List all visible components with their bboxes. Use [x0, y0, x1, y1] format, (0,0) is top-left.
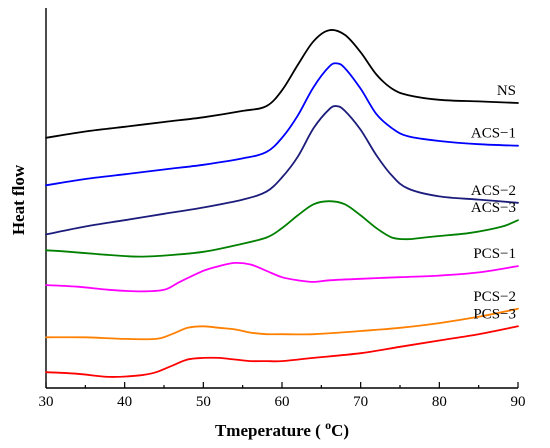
series-line-acs-2	[45, 105, 519, 236]
series-line-ns	[45, 29, 519, 139]
series-line-acs-1	[45, 62, 519, 187]
series-group	[45, 29, 519, 378]
series-line-pcs-1	[45, 261, 519, 293]
x-axis-title-main: Tmeperature (	[215, 421, 325, 440]
series-label-ns: NS	[497, 83, 516, 99]
x-tick-label: 30	[39, 394, 54, 410]
x-tick-label: 70	[353, 394, 368, 410]
series-label-pcs-2: PCS−2	[473, 289, 516, 305]
series-label-pcs-3: PCS−3	[473, 306, 516, 322]
x-axis-title-degree: o	[325, 418, 331, 432]
series-line-pcs-2	[45, 307, 519, 341]
series-label-pcs-1: PCS−1	[473, 246, 516, 262]
series-label-acs-2: ACS−2	[471, 183, 516, 199]
x-tick-label: 80	[432, 394, 447, 410]
x-axis-title: Tmeperature ( oC)	[215, 418, 349, 440]
x-tick-label: 50	[196, 394, 211, 410]
series-line-acs-3	[45, 200, 519, 258]
x-tick-label: 60	[275, 394, 290, 410]
x-axis-title-unit: C)	[331, 421, 349, 440]
series-line-pcs-3	[45, 325, 519, 378]
x-ticks: 30 40 50 60 70 80 90	[39, 382, 526, 410]
y-axis-title: Heat flow	[9, 164, 28, 235]
x-tick-label: 90	[511, 394, 526, 410]
series-label-acs-3: ACS−3	[471, 200, 516, 216]
x-tick-label: 40	[117, 394, 132, 410]
series-label-acs-1: ACS−1	[471, 126, 516, 142]
